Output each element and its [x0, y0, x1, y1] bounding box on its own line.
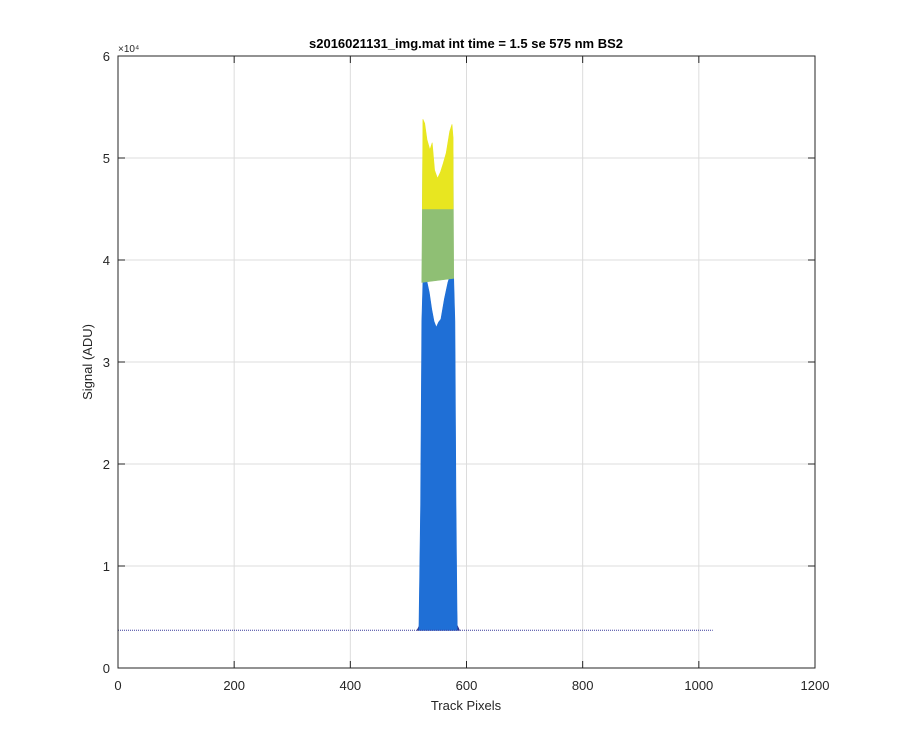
x-tick-label: 0	[114, 678, 121, 693]
series-2-area	[418, 270, 458, 631]
y-tick-label: 1	[103, 559, 110, 574]
series-layer	[118, 119, 713, 631]
x-axis-label: Track Pixels	[431, 698, 502, 713]
chart-title: s2016021131_img.mat int time = 1.5 se 57…	[309, 36, 623, 51]
x-tick-label: 800	[572, 678, 594, 693]
y-exponent-label: ×10⁴	[118, 44, 139, 55]
x-tick-label: 1200	[801, 678, 830, 693]
y-tick-label: 5	[103, 151, 110, 166]
axes: 0 200 400 600 800 1000 1200 0 1 2 3 4 5 6	[103, 49, 830, 693]
series-4-area	[422, 119, 454, 210]
x-tick-label: 600	[456, 678, 478, 693]
y-axis-label: Signal (ADU)	[80, 324, 95, 400]
y-tick-label: 4	[103, 253, 110, 268]
x-tick-label: 200	[223, 678, 245, 693]
y-tick-label: 6	[103, 49, 110, 64]
y-tick-label: 2	[103, 457, 110, 472]
x-tick-label: 400	[339, 678, 361, 693]
x-tick-label: 1000	[684, 678, 713, 693]
y-tick-label: 3	[103, 355, 110, 370]
y-tick-label: 0	[103, 661, 110, 676]
